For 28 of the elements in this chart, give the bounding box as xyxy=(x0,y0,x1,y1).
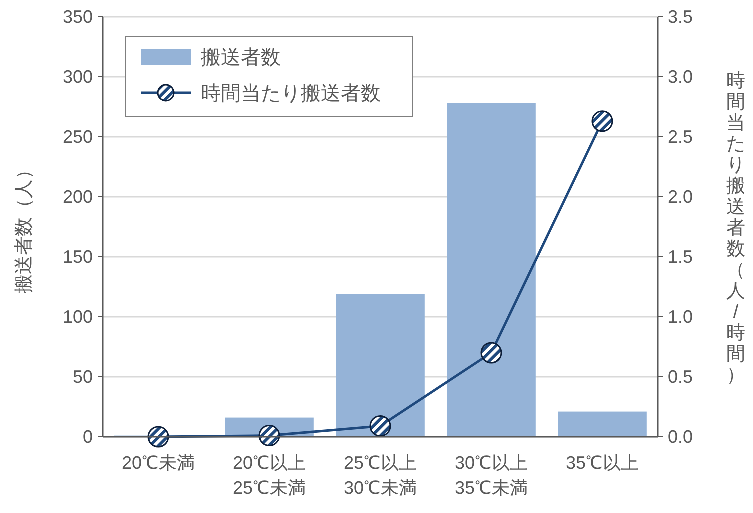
y2-tick-label: 1.0 xyxy=(668,307,694,327)
y-tick-label: 150 xyxy=(62,247,93,267)
text: 時間当たり搬送者数（人/時間） xyxy=(726,71,746,386)
x-tick-label: 20℃未満 xyxy=(122,453,196,473)
y2-tick-label: 2.5 xyxy=(668,127,694,147)
y2-tick-label: 0.5 xyxy=(668,367,694,387)
legend-label: 時間当たり搬送者数 xyxy=(201,83,381,105)
bar xyxy=(558,412,647,437)
y-tick-label: 50 xyxy=(72,367,93,387)
y2-tick-label: 0.0 xyxy=(668,427,694,447)
y2-tick-label: 1.5 xyxy=(668,247,694,267)
y2-tick-label: 3.5 xyxy=(668,7,694,27)
x-tick-label: 35℃以上 xyxy=(566,453,640,473)
y-tick-label: 250 xyxy=(62,127,93,147)
legend-label: 搬送者数 xyxy=(201,47,281,69)
y2-tick-label: 2.0 xyxy=(668,187,694,207)
x-tick-label: 20℃以上 25℃未満 xyxy=(232,453,306,498)
y-tick-label: 350 xyxy=(62,7,93,27)
x-tick-label: 30℃以上 35℃未満 xyxy=(454,453,528,498)
bar xyxy=(336,294,425,437)
y-tick-label: 100 xyxy=(62,307,93,327)
bar xyxy=(447,103,536,437)
y-tick-label: 0 xyxy=(82,427,93,447)
y-axis-title: 搬送者数（人） xyxy=(14,160,35,294)
y-tick-label: 300 xyxy=(62,67,93,87)
x-tick-label: 25℃以上 30℃未満 xyxy=(344,453,418,498)
y2-tick-label: 3.0 xyxy=(668,67,694,87)
y-tick-label: 200 xyxy=(62,187,93,207)
